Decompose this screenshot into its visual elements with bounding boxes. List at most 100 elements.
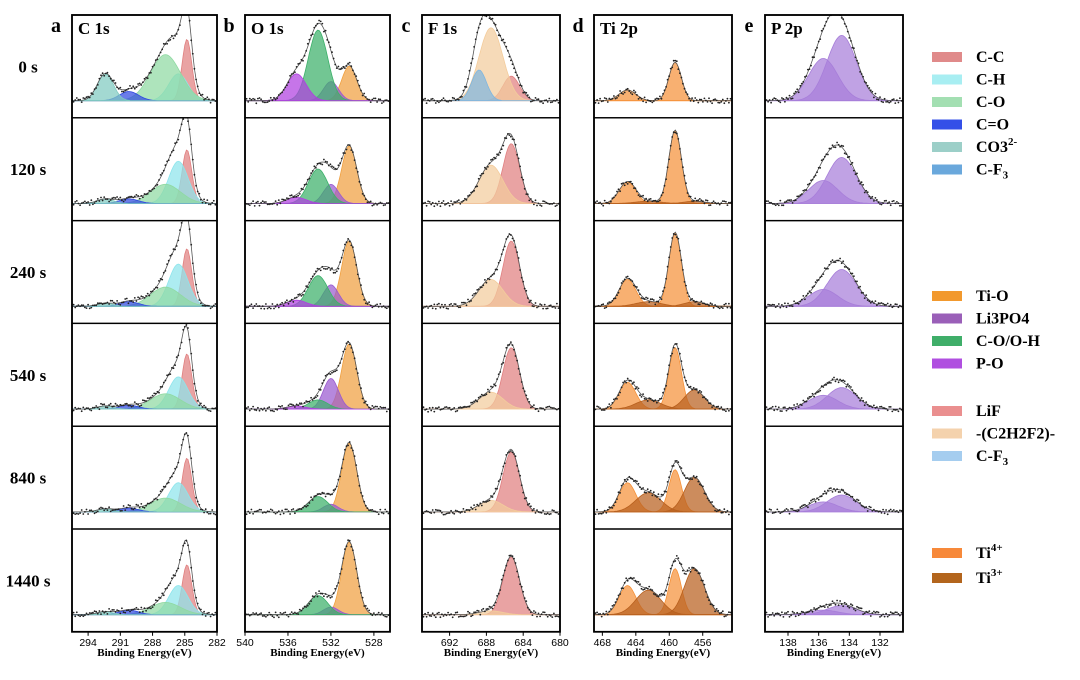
subplot-frame <box>71 219 218 325</box>
subplot-a-row-4 <box>71 425 218 530</box>
x-tick-label: 285 <box>176 637 194 649</box>
envelope-line <box>422 448 560 513</box>
x-tick-label: 132 <box>871 637 889 649</box>
subplot-d-row-3 <box>593 322 733 427</box>
legend-swatch <box>932 451 962 461</box>
peak--c2h2f2- <box>422 278 560 307</box>
x-tick-label: 536 <box>279 637 297 649</box>
panel-frame <box>764 14 904 633</box>
raw-data-points <box>594 233 732 310</box>
panel-title: C 1s <box>78 19 110 38</box>
raw-data-points <box>72 432 217 516</box>
legend-label: Ti4+ <box>976 542 1003 562</box>
peak-ti3-2p1-2 <box>594 200 732 204</box>
legend-label: Li3PO4 <box>976 311 1029 328</box>
legend-swatch <box>932 406 962 416</box>
subplot-frame <box>244 219 391 325</box>
x-tick-label: 294 <box>79 637 97 649</box>
raw-data-points <box>245 238 390 310</box>
peak-lif <box>422 556 560 616</box>
x-tick-label: 291 <box>112 637 130 649</box>
peak-ti-o <box>245 343 390 410</box>
subplot-e-row-2 <box>764 219 904 325</box>
x-tick-label: 134 <box>841 637 859 649</box>
subplot-d-row-4 <box>593 425 733 530</box>
panel-frame <box>244 14 391 633</box>
peak-c-c <box>72 564 217 616</box>
peak-c-o-o-h <box>245 275 390 307</box>
x-tick-label: 282 <box>208 637 226 649</box>
legend-group: LiF -(C2H2F2)- C-F3 <box>932 403 1055 468</box>
peak-c-o-o-h <box>245 168 390 204</box>
subplot-e-row-4 <box>764 425 904 530</box>
raw-data-points <box>594 343 732 413</box>
panel-frame <box>421 14 561 633</box>
legend-label: C-O/O-H <box>976 333 1041 350</box>
raw-data-points <box>72 15 217 104</box>
x-tick-label: 460 <box>661 637 679 649</box>
legend-group: C-C C-H C-O C=O CO32- C-F3 <box>932 49 1018 182</box>
panel-letter: e <box>745 15 754 37</box>
legend-swatch <box>932 291 962 301</box>
legend: C-C C-H C-O C=O CO32- C-F3 Ti-O Li3PO4 C-O/O-H P-… <box>932 49 1055 587</box>
panel-title: O 1s <box>251 19 284 38</box>
raw-data-points <box>594 59 732 105</box>
row-label: 120 s <box>10 160 47 179</box>
raw-data-points <box>765 376 903 413</box>
legend-label: Ti-O <box>976 288 1009 305</box>
peak-ti3-2p1-2 <box>594 399 732 410</box>
row-label: 840 s <box>10 469 47 488</box>
subplot-a-row-0 <box>71 14 218 119</box>
subplot-d-row-2 <box>593 219 733 325</box>
subplot-frame <box>593 322 733 427</box>
subplot-c-row-4 <box>421 425 561 530</box>
subplot-a-row-3 <box>71 322 218 427</box>
x-tick-label: 532 <box>322 637 340 649</box>
raw-data-points <box>72 222 217 310</box>
raw-data-points <box>245 340 390 413</box>
legend-swatch <box>932 52 962 62</box>
panel-title: P 2p <box>771 19 803 38</box>
x-axis-label: Binding Energy(eV) <box>444 647 539 659</box>
subplot-frame <box>71 528 218 633</box>
panel-a: a C 1s 294 291 288 285 282 Binding Energy(eV) <box>51 14 226 659</box>
subplot-e-row-3 <box>764 322 904 427</box>
legend-group: Ti-O Li3PO4 C-O/O-H P-O <box>932 288 1041 373</box>
legend-swatch <box>932 97 962 107</box>
subplot-frame <box>764 528 904 633</box>
panel-frame <box>593 14 733 633</box>
subplot-b-row-5 <box>244 528 391 633</box>
legend-swatch <box>932 142 962 152</box>
x-tick-label: 288 <box>144 637 162 649</box>
subplot-e-row-5 <box>764 528 904 633</box>
raw-data-points <box>245 441 390 516</box>
subplot-b-row-3 <box>244 322 391 427</box>
subplot-a-row-2 <box>71 219 218 325</box>
legend-swatch <box>932 428 962 439</box>
panel-title: Ti 2p <box>600 19 638 38</box>
raw-data-points <box>72 118 217 207</box>
panel-frame <box>71 14 218 633</box>
raw-data-points <box>594 460 732 516</box>
x-tick-label: 680 <box>551 637 569 649</box>
x-axis-label: Binding Energy(eV) <box>270 647 365 659</box>
panel-letter: d <box>572 15 583 37</box>
panel-letter: a <box>51 15 61 37</box>
panel-title: F 1s <box>428 19 458 38</box>
x-tick-label: 468 <box>594 637 612 649</box>
raw-data-points <box>765 599 903 618</box>
peak-ti4-2p3-2 <box>594 232 732 307</box>
peak-c-o-o-h <box>245 29 390 102</box>
raw-data-points <box>72 539 217 618</box>
raw-data-points <box>422 341 560 413</box>
legend-swatch <box>932 336 962 346</box>
peak-ti3-2p1-2 <box>594 589 732 616</box>
row-label: 1440 s <box>6 571 51 590</box>
panel-c: c F 1s 692 688 684 680 Binding Energy(eV) <box>402 14 569 659</box>
raw-data-points <box>765 15 903 104</box>
peak-ti3-2p1-2 <box>594 301 732 307</box>
raw-data-points <box>765 257 903 310</box>
legend-label: P-O <box>976 356 1004 373</box>
x-tick-label: 136 <box>810 637 828 649</box>
raw-data-points <box>765 141 903 207</box>
